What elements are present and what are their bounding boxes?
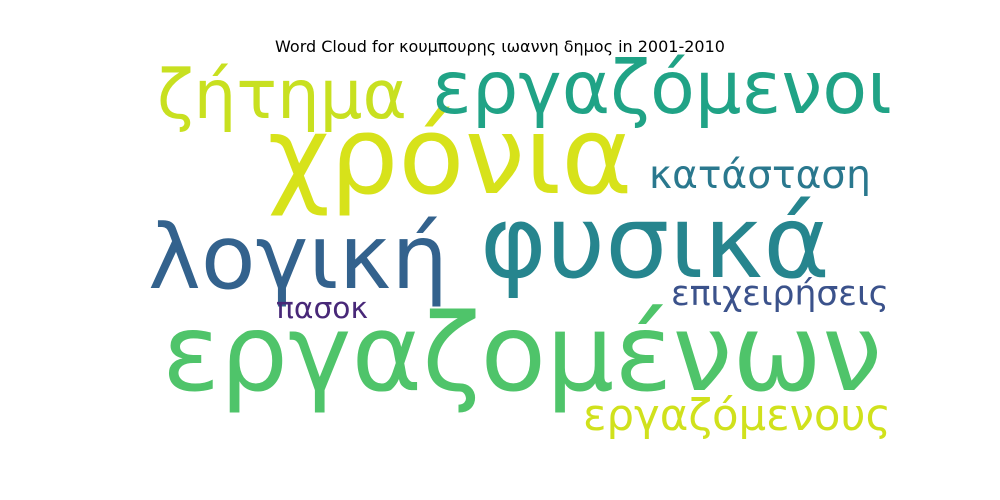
chart-title: Word Cloud for κουμπουρης ιωαννη δημος i…: [275, 37, 725, 56]
word-10: πασοκ: [276, 291, 368, 326]
word-4: λογική: [148, 206, 448, 310]
word-5: εργαζόμενοι: [432, 46, 892, 131]
word-8: κατάσταση: [649, 153, 871, 198]
word-7: εργαζόμενους: [583, 391, 891, 441]
word-1: εργαζομένων: [162, 291, 882, 416]
word-6: ζήτημα: [157, 55, 407, 134]
word-9: επιχειρήσεις: [671, 274, 889, 314]
word-3: φυσικά: [480, 183, 830, 301]
word-2: χρόνια: [268, 94, 633, 219]
